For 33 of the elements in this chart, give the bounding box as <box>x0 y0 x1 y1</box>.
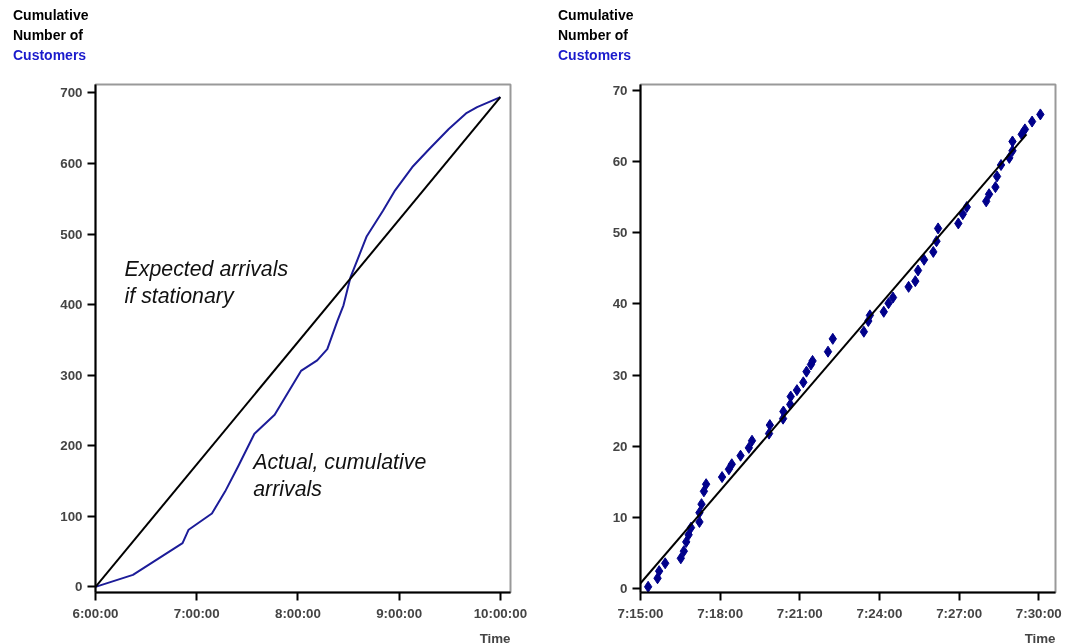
annotation: Expected arrivals if stationary <box>124 257 289 309</box>
y-tick-label: 0 <box>75 579 83 595</box>
x-tick-label: 7:18:00 <box>697 605 744 621</box>
x-axis-title: Time <box>1024 630 1056 644</box>
x-tick-label: 7:15:00 <box>617 605 664 621</box>
y-tick-label: 300 <box>60 367 83 383</box>
y-tick-label: 0 <box>620 581 628 597</box>
x-tick-label: 10:00:00 <box>473 605 528 621</box>
x-tick-label: 7:00:00 <box>173 605 220 621</box>
x-tick-label: 7:27:00 <box>936 605 983 621</box>
x-tick-label: 6:00:00 <box>72 605 119 621</box>
y-tick-label: 40 <box>612 296 628 312</box>
y-axis-title: Cumulative Number of Customers <box>558 6 634 65</box>
y-tick-label: 100 <box>60 508 83 524</box>
y-tick-label: 60 <box>612 153 628 169</box>
y-tick-label: 500 <box>60 226 83 242</box>
x-tick-label: 7:30:00 <box>1015 605 1062 621</box>
y-tick-label: 20 <box>612 438 628 454</box>
y-tick-label: 50 <box>612 225 628 241</box>
x-tick-label: 9:00:00 <box>376 605 423 621</box>
y-tick-label: 700 <box>60 85 83 101</box>
annotation: Actual, cumulative arrivals <box>251 450 427 502</box>
y-axis-title: Cumulative Number of Customers <box>13 6 89 65</box>
x-axis-title: Time <box>479 630 511 644</box>
y-tick-label: 600 <box>60 156 83 172</box>
x-tick-label: 7:24:00 <box>856 605 903 621</box>
y-tick-label: 70 <box>612 82 628 98</box>
x-tick-label: 8:00:00 <box>274 605 321 621</box>
y-tick-label: 30 <box>612 367 628 383</box>
x-tick-label: 7:21:00 <box>776 605 823 621</box>
y-tick-label: 200 <box>60 438 83 454</box>
y-tick-label: 400 <box>60 297 83 313</box>
y-tick-label: 10 <box>612 510 628 526</box>
